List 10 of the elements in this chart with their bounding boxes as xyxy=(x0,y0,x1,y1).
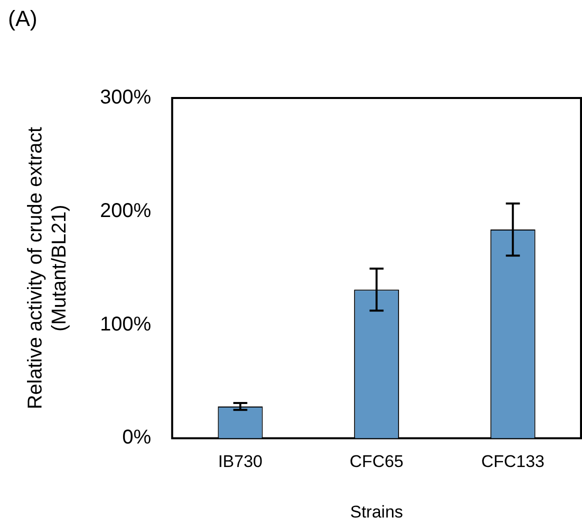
y-axis-title: Relative activity of crude extract (Mutant/BL21) xyxy=(24,126,71,410)
x-axis-title: Strains xyxy=(350,502,404,522)
y-tick-label: 300% xyxy=(100,86,152,109)
y-tick-label: 100% xyxy=(100,313,152,336)
y-tick-label: 200% xyxy=(100,200,152,222)
x-tick-label: CFC65 xyxy=(350,452,404,472)
y-tick-label: 0% xyxy=(122,426,152,449)
x-tick-label: IB730 xyxy=(218,452,263,472)
x-tick-label: CFC133 xyxy=(481,452,545,472)
text: (A) xyxy=(8,6,38,32)
